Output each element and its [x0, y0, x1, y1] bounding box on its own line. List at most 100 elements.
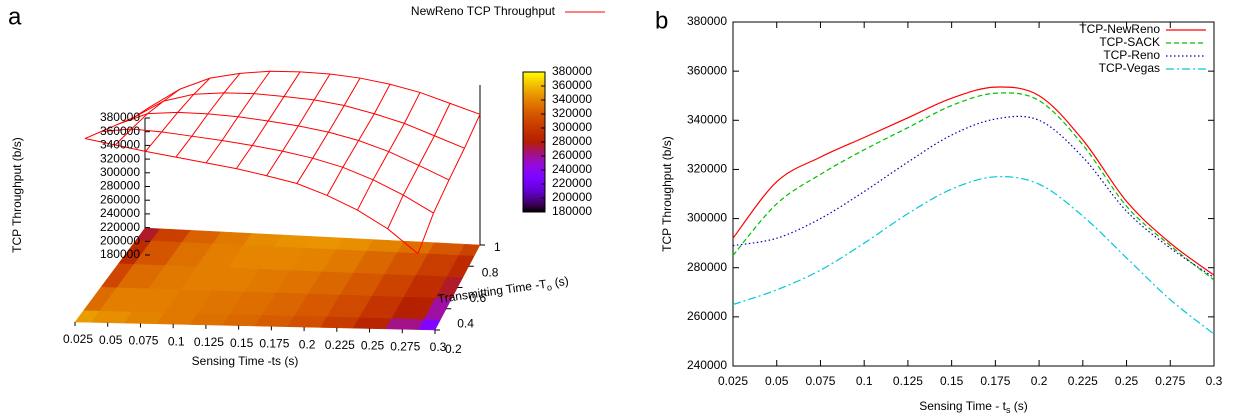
z-tick-label: 260000	[100, 192, 140, 206]
surface-column	[357, 92, 421, 211]
x-tick-label: 0.05	[99, 333, 123, 347]
y-axis-label: TCP Throughput (b/s)	[660, 136, 674, 252]
surface-column	[235, 71, 301, 169]
z-tick-label: 220000	[100, 220, 140, 234]
x-tick-label: 0.225	[1068, 374, 1098, 388]
x-tick-label: 0.1	[856, 374, 873, 388]
x-tick-label: 0.25	[1115, 374, 1139, 388]
label-subscript: o	[546, 282, 552, 293]
surface-column	[326, 83, 391, 196]
colorbar-tick-label: 200000	[552, 190, 592, 204]
y-tick-label: 380000	[687, 14, 727, 28]
x-tick-label: 0.3	[1206, 374, 1223, 388]
colorbar-tick-label: 340000	[552, 92, 592, 106]
x-tick-label: 0.075	[128, 334, 158, 348]
heatmap-cell	[366, 239, 405, 253]
surface-row	[149, 70, 481, 115]
label-unit: (s)	[550, 274, 569, 290]
heatmap-cell	[385, 317, 425, 330]
x-tick-label: 0.025	[63, 332, 93, 346]
panel-label: b	[655, 7, 668, 34]
colorbar-tick-label: 280000	[552, 134, 592, 148]
x-tick-label: 0.2	[299, 337, 316, 351]
surface-column	[84, 106, 151, 140]
surface-column	[296, 77, 361, 184]
x-tick-label: 0.1	[168, 334, 185, 348]
y-tick-label: 320000	[687, 162, 727, 176]
y-tick-label: 340000	[687, 112, 727, 126]
label-subscript: s	[1006, 405, 1011, 415]
heatmap-cell	[352, 317, 393, 330]
panel-label: a	[8, 3, 22, 30]
z-tick-label: 380000	[100, 110, 140, 124]
y-tick-label: 0.8	[482, 266, 499, 280]
colorbar-tick-label: 320000	[552, 106, 592, 120]
colorbar-tick-label: 260000	[552, 148, 592, 162]
x-tick-label: 0.3	[430, 340, 447, 354]
series-line	[732, 86, 1215, 276]
x-axis-label: Sensing Time -ts (s)	[192, 354, 299, 368]
y-tick-label: 1	[494, 240, 501, 254]
series-line	[732, 92, 1215, 281]
x-tick-label: 0.2	[1031, 374, 1048, 388]
y-tick-label: 0.6	[470, 291, 487, 305]
y-tick-label: 280000	[687, 260, 727, 274]
surface-column	[417, 114, 481, 254]
y-tick-label: 360000	[687, 63, 727, 77]
surface-column	[175, 73, 241, 158]
x-tick-label: 0.15	[230, 336, 254, 350]
x-tick-label: 0.225	[325, 338, 355, 352]
z-tick-label: 340000	[100, 138, 140, 152]
colorbar-tick-label: 360000	[552, 78, 592, 92]
series-line	[732, 176, 1215, 335]
legend-label: TCP-SACK	[1099, 35, 1160, 49]
surface-row	[84, 138, 419, 255]
x-tick-label: 0.15	[940, 374, 964, 388]
label-text: Sensing Time - t	[919, 399, 1006, 413]
z-axis-label: TCP Throughput (b/s)	[10, 137, 24, 253]
heatmap-cell	[427, 242, 466, 256]
y-tick-label: 260000	[687, 309, 727, 323]
label-unit: (s)	[1010, 399, 1027, 413]
colorbar-tick-label: 180000	[552, 204, 592, 218]
x-tick-label: 0.075	[805, 374, 835, 388]
heatmap-cell	[320, 316, 360, 329]
z-tick-label: 360000	[100, 124, 140, 138]
colorbar-tick-label: 380000	[552, 64, 592, 78]
y-tick-label: 240000	[687, 358, 727, 372]
x-tick-label: 0.05	[765, 374, 789, 388]
heatmap-cell	[287, 315, 328, 328]
y-tick-label: 0.4	[457, 317, 474, 331]
x-tick-label: 0.175	[980, 374, 1010, 388]
surface-column	[205, 70, 271, 164]
surface-column	[114, 88, 181, 146]
y-tick-label: 300000	[687, 211, 727, 225]
colorbar-tick-label: 300000	[552, 120, 592, 134]
z-tick-label: 280000	[100, 179, 140, 193]
surface-column	[387, 103, 451, 230]
z-tick-label: 200000	[100, 233, 140, 247]
x-tick-label: 0.175	[259, 337, 289, 351]
series-line	[732, 115, 1215, 279]
x-tick-label: 0.25	[361, 339, 385, 353]
z-tick-label: 320000	[100, 151, 140, 165]
z-tick-label: 240000	[100, 206, 140, 220]
x-tick-label: 0.275	[1155, 374, 1185, 388]
legend-label: NewReno TCP Throughput	[411, 4, 556, 18]
plot-frame	[732, 21, 1215, 367]
z-tick-label: 180000	[100, 247, 140, 261]
legend-label: TCP-Vegas	[1099, 61, 1160, 75]
surface-row	[133, 92, 465, 149]
surface-row	[101, 128, 434, 214]
legend-label: TCP-Reno	[1103, 48, 1160, 62]
colorbar-tick-label: 220000	[552, 176, 592, 190]
x-tick-label: 0.125	[194, 335, 224, 349]
axis-label: Sensing Time - ts (s)	[919, 399, 1028, 415]
legend-label: TCP-NewReno	[1079, 22, 1160, 36]
z-tick-label: 300000	[100, 165, 140, 179]
colorbar-tick-label: 240000	[552, 162, 592, 176]
surface-row	[117, 111, 450, 181]
x-tick-label: 0.125	[893, 374, 923, 388]
x-tick-label: 0.025	[718, 374, 748, 388]
